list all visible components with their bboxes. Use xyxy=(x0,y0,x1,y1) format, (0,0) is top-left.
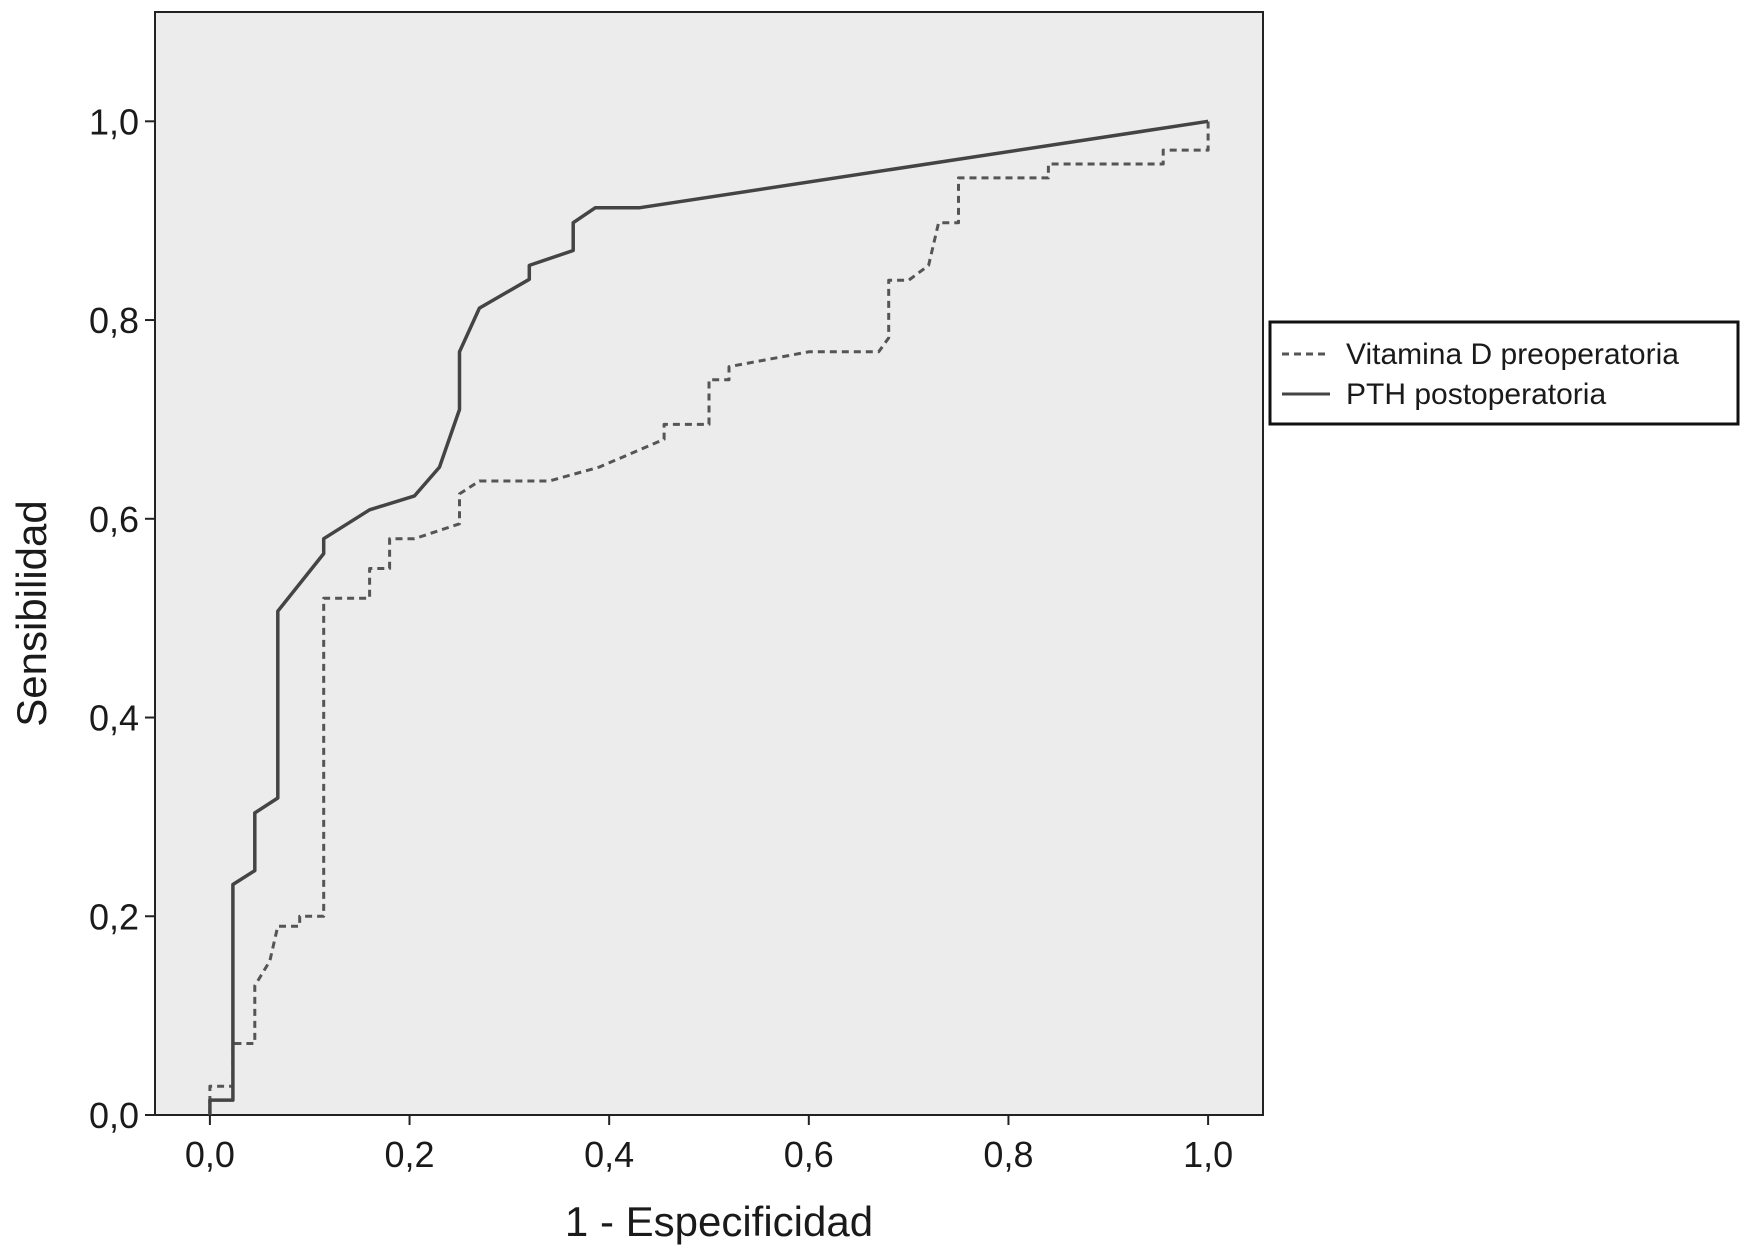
y-tick-label-2: 0,4 xyxy=(89,698,139,739)
y-tick-label-3: 0,6 xyxy=(89,499,139,540)
x-tick-label-2: 0,4 xyxy=(584,1134,634,1175)
plot-area xyxy=(154,11,1264,1116)
y-tick-label-1: 0,2 xyxy=(89,896,139,937)
ticks-layer: 0,0 0,2 0,4 0,6 0,8 1,0 0,0 0,2 0,4 0,6 0,8 1,0 xyxy=(89,101,1233,1175)
series-layer xyxy=(208,119,1210,1115)
x-tick-label-4: 0,8 xyxy=(983,1134,1033,1175)
x-tick-label-1: 0,2 xyxy=(385,1134,435,1175)
series-line-1 xyxy=(208,119,1209,1115)
x-tick-label-5: 1,0 xyxy=(1183,1134,1233,1175)
y-tick-label-0: 0,0 xyxy=(89,1095,139,1136)
legend-label-1: PTH postoperatoria xyxy=(1346,378,1606,411)
series-line-0 xyxy=(208,121,1210,1115)
legend: Vitamina D preoperatoria PTH postoperator… xyxy=(1268,320,1740,426)
legend-label-0: Vitamina D preoperatoria xyxy=(1346,338,1679,371)
x-tick-label-3: 0,6 xyxy=(784,1134,834,1175)
x-axis-title: 1 - Especificidad xyxy=(565,1198,873,1245)
y-tick-label-5: 1,0 xyxy=(89,101,139,142)
y-axis-title: Sensibilidad xyxy=(8,500,55,727)
y-tick-label-4: 0,8 xyxy=(89,300,139,341)
legend-box xyxy=(1268,320,1740,426)
x-tick-label-0: 0,0 xyxy=(185,1134,235,1175)
